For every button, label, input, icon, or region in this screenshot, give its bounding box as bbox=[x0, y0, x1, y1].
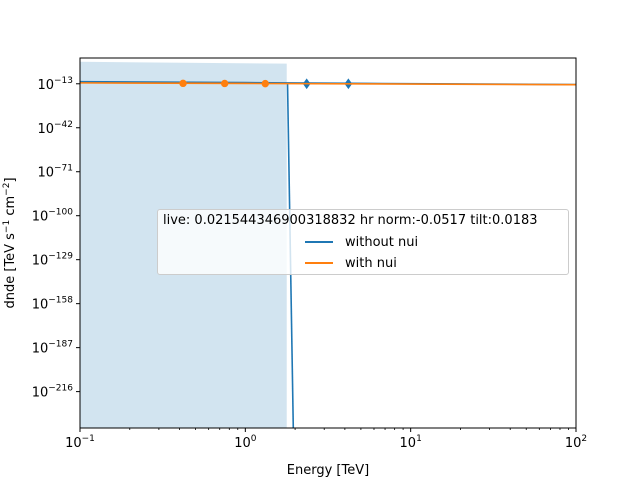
legend-title: live: 0.021544346900318832 hr norm:-0.05… bbox=[163, 213, 538, 228]
legend-entry-without-nui: without nui bbox=[305, 233, 418, 251]
y-tick-label-3: 10−100 bbox=[32, 208, 74, 225]
axes-frame bbox=[79, 57, 577, 429]
x-axis-ticks: 10−1 100 101 102 bbox=[65, 428, 587, 451]
y-tick-label-6: 10−187 bbox=[32, 340, 73, 357]
y-axis-label: dnde [TeV s−1 cm−2] bbox=[2, 177, 18, 308]
marker-with-nui-1 bbox=[220, 79, 229, 88]
y-tick-label-1: 10−42 bbox=[37, 120, 73, 137]
legend-label-without-nui: without nui bbox=[345, 234, 419, 250]
y-axis-ticks: 10−13 10−42 10−71 10−100 10−129 10−158 10−187 1… bbox=[32, 76, 80, 401]
y-tick-label-0: 10−13 bbox=[37, 76, 73, 93]
legend: live: 0.021544346900318832 hr norm:-0.05… bbox=[157, 209, 569, 275]
legend-swatch-without-nui bbox=[305, 241, 333, 243]
x-tick-label-3: 102 bbox=[565, 434, 587, 451]
y-tick-label-4: 10−129 bbox=[32, 252, 74, 269]
x-tick-label-1: 100 bbox=[234, 434, 257, 451]
y-tick-label-2: 10−71 bbox=[37, 164, 73, 181]
legend-label-with-nui: with nui bbox=[345, 255, 397, 271]
x-tick-label-0: 10−1 bbox=[65, 434, 95, 451]
y-tick-label-7: 10−216 bbox=[32, 384, 74, 401]
series-line-with-nui bbox=[80, 82, 576, 86]
legend-swatch-with-nui bbox=[305, 262, 333, 264]
marker-with-nui-2 bbox=[261, 79, 269, 88]
marker-with-nui-0 bbox=[179, 79, 187, 88]
x-tick-label-2: 101 bbox=[400, 434, 422, 451]
y-tick-label-5: 10−158 bbox=[32, 296, 74, 313]
x-axis-label: Energy [TeV] bbox=[287, 463, 369, 478]
legend-entry-with-nui: with nui bbox=[305, 254, 397, 272]
